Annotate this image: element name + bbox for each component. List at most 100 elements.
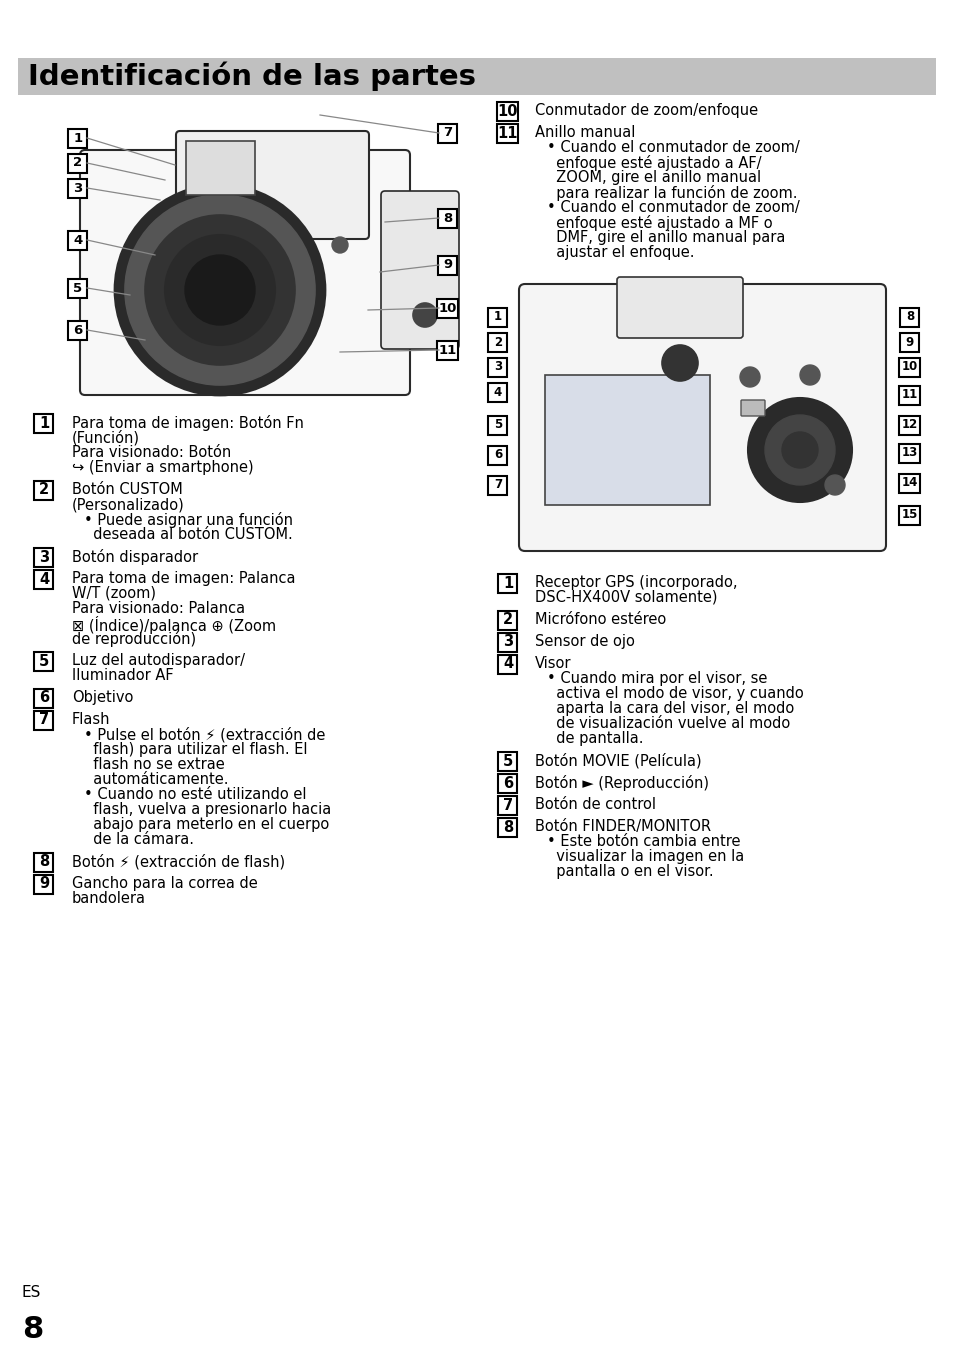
Text: enfoque esté ajustado a MF o: enfoque esté ajustado a MF o xyxy=(546,215,772,231)
Text: 10: 10 xyxy=(901,360,917,374)
Text: 5: 5 xyxy=(494,418,501,432)
Bar xyxy=(899,473,920,492)
Text: Sensor de ojo: Sensor de ojo xyxy=(535,633,634,650)
FancyBboxPatch shape xyxy=(380,191,458,348)
Circle shape xyxy=(185,256,254,325)
Text: bandolera: bandolera xyxy=(71,890,146,907)
Bar xyxy=(69,153,88,172)
Text: (Personalizado): (Personalizado) xyxy=(71,498,185,512)
Bar xyxy=(544,375,709,504)
Text: Para toma de imagen: Botón Fn: Para toma de imagen: Botón Fn xyxy=(71,416,304,430)
Bar xyxy=(488,416,507,434)
Text: • Cuando no esté utilizando el: • Cuando no esté utilizando el xyxy=(84,787,306,802)
Text: Objetivo: Objetivo xyxy=(71,690,133,705)
Text: 4: 4 xyxy=(502,656,513,671)
Text: 8: 8 xyxy=(443,211,452,225)
Text: Identificación de las partes: Identificación de las partes xyxy=(28,62,476,91)
Circle shape xyxy=(747,398,851,502)
FancyBboxPatch shape xyxy=(518,284,885,551)
Text: ZOOM, gire el anillo manual: ZOOM, gire el anillo manual xyxy=(546,169,760,186)
Text: (Función): (Función) xyxy=(71,430,140,445)
Bar xyxy=(34,710,53,729)
Bar xyxy=(497,124,518,143)
Text: Para visionado: Botón: Para visionado: Botón xyxy=(71,445,231,460)
Text: 7: 7 xyxy=(443,126,452,140)
Circle shape xyxy=(165,235,274,346)
Text: 6: 6 xyxy=(494,448,501,461)
FancyBboxPatch shape xyxy=(740,399,764,416)
Text: aparta la cara del visor, el modo: aparta la cara del visor, el modo xyxy=(546,701,794,716)
Circle shape xyxy=(740,367,760,387)
Bar xyxy=(69,129,88,148)
Text: 2: 2 xyxy=(502,612,513,628)
Text: 7: 7 xyxy=(39,713,49,728)
Text: Iluminador AF: Iluminador AF xyxy=(71,668,173,683)
Bar xyxy=(498,611,517,629)
Text: • Cuando el conmutador de zoom/: • Cuando el conmutador de zoom/ xyxy=(546,200,799,215)
Text: Botón MOVIE (Película): Botón MOVIE (Película) xyxy=(535,753,700,768)
Text: 7: 7 xyxy=(502,798,513,812)
Bar xyxy=(69,230,88,250)
Text: 12: 12 xyxy=(901,418,917,432)
Text: Botón de control: Botón de control xyxy=(535,798,656,812)
Text: 5: 5 xyxy=(39,654,49,668)
Circle shape xyxy=(800,364,820,385)
Text: 1: 1 xyxy=(502,576,513,590)
Text: 8: 8 xyxy=(502,819,513,834)
FancyBboxPatch shape xyxy=(186,141,254,195)
Text: 5: 5 xyxy=(502,753,513,768)
Text: 6: 6 xyxy=(39,690,49,706)
Circle shape xyxy=(115,186,325,395)
Bar xyxy=(34,547,53,566)
Text: activa el modo de visor, y cuando: activa el modo de visor, y cuando xyxy=(546,686,803,701)
FancyBboxPatch shape xyxy=(175,130,369,239)
Text: 2: 2 xyxy=(39,483,49,498)
Bar xyxy=(900,332,919,351)
Bar xyxy=(498,573,517,593)
Bar xyxy=(490,285,904,555)
Bar xyxy=(18,58,935,95)
Text: Para visionado: Palanca: Para visionado: Palanca xyxy=(71,601,245,616)
Text: ⊠ (Índice)/palanca ⊕ (Zoom: ⊠ (Índice)/palanca ⊕ (Zoom xyxy=(71,616,275,633)
Text: 8: 8 xyxy=(39,854,49,869)
Text: 8: 8 xyxy=(22,1315,43,1344)
Text: de la cámara.: de la cámara. xyxy=(84,833,193,847)
Text: Para toma de imagen: Palanca: Para toma de imagen: Palanca xyxy=(71,572,295,586)
Text: 6: 6 xyxy=(73,324,83,336)
Text: 3: 3 xyxy=(39,550,49,565)
Text: 9: 9 xyxy=(443,258,452,272)
Bar xyxy=(30,105,455,399)
Text: de visualización vuelve al modo: de visualización vuelve al modo xyxy=(546,716,789,730)
Text: flash, vuelva a presionarlo hacia: flash, vuelva a presionarlo hacia xyxy=(84,802,331,816)
Circle shape xyxy=(413,303,436,327)
Circle shape xyxy=(332,237,348,253)
Bar xyxy=(437,340,458,359)
Text: Receptor GPS (incorporado,: Receptor GPS (incorporado, xyxy=(535,576,737,590)
Bar xyxy=(488,476,507,495)
Text: enfoque esté ajustado a AF/: enfoque esté ajustado a AF/ xyxy=(546,155,760,171)
Text: 6: 6 xyxy=(502,776,513,791)
Text: Botón ⚡ (extracción de flash): Botón ⚡ (extracción de flash) xyxy=(71,854,285,869)
Text: Flash: Flash xyxy=(71,712,111,728)
Text: Botón disparador: Botón disparador xyxy=(71,549,198,565)
Bar xyxy=(488,445,507,464)
Text: 11: 11 xyxy=(901,389,917,402)
Circle shape xyxy=(661,346,698,381)
Bar xyxy=(488,358,507,377)
Text: 3: 3 xyxy=(73,182,83,195)
FancyBboxPatch shape xyxy=(80,151,410,395)
Text: 1: 1 xyxy=(39,416,49,430)
Text: 4: 4 xyxy=(39,572,49,586)
Bar xyxy=(69,179,88,198)
Bar xyxy=(497,101,518,121)
Text: 8: 8 xyxy=(905,311,913,324)
Text: Botón FINDER/MONITOR: Botón FINDER/MONITOR xyxy=(535,819,710,834)
Bar xyxy=(34,853,53,872)
Bar xyxy=(899,358,920,377)
Bar xyxy=(899,506,920,525)
Bar xyxy=(34,651,53,671)
Bar xyxy=(498,632,517,651)
Text: 13: 13 xyxy=(901,447,917,460)
Text: ↪ (Enviar a smartphone): ↪ (Enviar a smartphone) xyxy=(71,460,253,475)
Text: 2: 2 xyxy=(494,335,501,348)
